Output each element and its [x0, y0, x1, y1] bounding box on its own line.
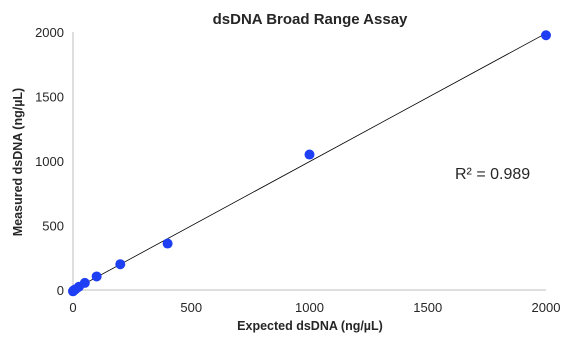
plot-area: 0 500 1000 1500 2000 0 500 1000 1500 2000	[35, 25, 560, 315]
chart-title: dsDNA Broad Range Assay	[213, 11, 408, 28]
x-tick-label: 0	[69, 300, 76, 315]
data-points	[68, 30, 551, 297]
x-tick-label: 2000	[532, 300, 561, 315]
x-tick-label: 1000	[295, 300, 324, 315]
data-point	[79, 277, 90, 288]
y-axis-label: Measured dsDNA (ng/µL)	[11, 88, 25, 236]
r-squared-annotation: R² = 0.989	[455, 166, 530, 183]
trendline	[72, 32, 547, 291]
x-tick-labels: 0 500 1000 1500 2000	[69, 300, 560, 315]
y-tick-label: 1500	[35, 90, 64, 105]
x-tick-label: 1500	[413, 300, 442, 315]
data-point	[541, 30, 551, 41]
data-point	[91, 271, 102, 282]
y-tick-labels: 0 500 1000 1500 2000	[35, 25, 64, 298]
data-point	[162, 238, 173, 249]
y-tick-label: 500	[42, 219, 64, 234]
x-tick-label: 500	[180, 300, 202, 315]
data-point	[115, 259, 126, 270]
x-axis-label: Expected dsDNA (ng/µL)	[237, 319, 383, 333]
y-tick-label: 2000	[35, 25, 64, 40]
y-tick-label: 0	[57, 283, 64, 298]
data-point	[304, 149, 315, 160]
y-tick-label: 1000	[35, 154, 64, 169]
